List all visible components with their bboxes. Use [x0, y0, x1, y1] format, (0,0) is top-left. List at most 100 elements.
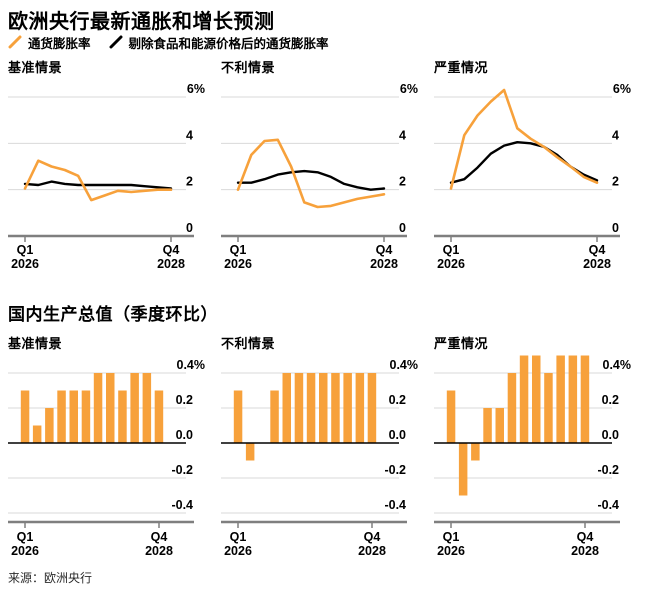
svg-text:Q4: Q4 — [151, 530, 168, 544]
gdp-bar — [483, 408, 492, 443]
svg-text:Q4: Q4 — [577, 530, 594, 544]
svg-text:-0.2: -0.2 — [597, 463, 619, 477]
svg-text:2028: 2028 — [145, 544, 173, 558]
gdp-bar — [306, 373, 316, 443]
gdp-bar — [233, 390, 243, 443]
gdp-bar — [319, 373, 328, 443]
core-inflation-line — [23, 180, 173, 190]
svg-text:-0.4: -0.4 — [384, 498, 406, 512]
gdp-bar — [45, 408, 54, 443]
chart-title: 严重情况 — [434, 60, 489, 75]
legend-item-inflation: 通货膨胀率 — [8, 33, 91, 52]
gdp-bar — [294, 373, 304, 443]
gdp-bar — [532, 355, 541, 443]
svg-text:4: 4 — [612, 128, 619, 142]
gdp-bar — [519, 355, 529, 443]
svg-text:Q1: Q1 — [17, 530, 34, 544]
svg-text:6%: 6% — [613, 82, 631, 96]
core-inflation-line — [449, 141, 599, 184]
svg-text:4: 4 — [186, 128, 193, 142]
svg-text:2026: 2026 — [437, 257, 465, 271]
svg-text:2028: 2028 — [358, 544, 386, 558]
svg-text:Q4: Q4 — [589, 243, 606, 257]
legend-item-core-inflation: 剔除食品和能源价格后的通货膨胀率 — [109, 33, 329, 52]
gdp-bar — [106, 373, 115, 443]
svg-text:-0.2: -0.2 — [384, 463, 406, 477]
inflation-chart-baseline: 基准情景 6% 4 2 0 Q1 2026 Q4 2028 — [8, 57, 221, 275]
svg-text:2026: 2026 — [224, 257, 252, 271]
inflation-line — [449, 88, 599, 190]
gdp-bar — [331, 373, 340, 443]
svg-text:4: 4 — [399, 128, 406, 142]
svg-text:6%: 6% — [187, 82, 205, 96]
svg-text:2026: 2026 — [437, 544, 465, 558]
gdp-bar — [32, 425, 42, 443]
gdp-bar — [556, 355, 565, 443]
gdp-bar — [580, 355, 590, 443]
svg-text:2026: 2026 — [224, 544, 252, 558]
chart-title: 严重情况 — [434, 336, 489, 351]
gdp-bar — [507, 373, 517, 443]
gdp-bar — [20, 390, 30, 443]
svg-text:2: 2 — [186, 175, 193, 189]
svg-text:2028: 2028 — [583, 257, 611, 271]
legend: 通货膨胀率 剔除食品和能源价格后的通货膨胀率 — [8, 33, 329, 52]
svg-text:0.0: 0.0 — [389, 428, 406, 442]
gdp-bar — [118, 390, 127, 443]
gdp-bar — [57, 390, 66, 443]
core-inflation-line — [236, 169, 386, 191]
gdp-chart-adverse: 不利情景 0.4% 0.2 0.0 -0.2 -0.4 Q1 2026 Q4 2028 — [221, 333, 434, 567]
gdp-bar — [81, 390, 91, 443]
svg-text:-0.4: -0.4 — [171, 498, 193, 512]
inflation-chart-severe: 严重情况 6% 4 2 0 Q1 2026 Q4 2028 — [434, 57, 647, 275]
gdp-bar — [458, 443, 468, 496]
svg-text:2028: 2028 — [571, 544, 599, 558]
svg-text:0.0: 0.0 — [602, 428, 619, 442]
legend-label-core-inflation: 剔除食品和能源价格后的通货膨胀率 — [128, 37, 329, 51]
svg-text:0.0: 0.0 — [176, 428, 193, 442]
page-title: 欧洲央行最新通胀和增长预测 — [8, 11, 275, 33]
svg-text:0: 0 — [399, 221, 406, 235]
chart-title: 不利情景 — [221, 60, 276, 75]
svg-text:Q1: Q1 — [230, 243, 247, 257]
svg-text:0: 0 — [612, 221, 619, 235]
svg-text:2028: 2028 — [370, 257, 398, 271]
svg-text:Q1: Q1 — [17, 243, 34, 257]
svg-text:0.2: 0.2 — [602, 393, 619, 407]
chart-title: 不利情景 — [221, 336, 276, 351]
gdp-bar — [270, 390, 279, 443]
svg-text:-0.4: -0.4 — [597, 498, 619, 512]
gdp-bar — [69, 390, 78, 443]
svg-text:Q4: Q4 — [163, 243, 180, 257]
svg-text:2: 2 — [612, 175, 619, 189]
svg-text:2026: 2026 — [11, 544, 39, 558]
inflation-line — [236, 138, 386, 209]
inflation-line-icon — [8, 35, 22, 49]
gdp-bar — [282, 373, 291, 443]
svg-text:0.4%: 0.4% — [603, 358, 632, 372]
svg-text:Q1: Q1 — [443, 243, 460, 257]
gdp-bar — [343, 373, 352, 443]
svg-text:Q1: Q1 — [443, 530, 460, 544]
svg-text:2: 2 — [399, 175, 406, 189]
inflation-chart-adverse: 不利情景 6% 4 2 0 Q1 2026 Q4 2028 — [221, 57, 434, 275]
core-inflation-line-icon — [109, 35, 123, 49]
svg-text:0.4%: 0.4% — [390, 358, 419, 372]
source-credit: 来源：欧洲央行 — [8, 571, 93, 585]
chart-title: 基准情景 — [8, 60, 63, 75]
gdp-bar — [568, 355, 578, 443]
svg-text:-0.2: -0.2 — [171, 463, 193, 477]
gdp-bar — [142, 373, 152, 443]
chart-title: 基准情景 — [8, 336, 63, 351]
svg-text:0: 0 — [186, 221, 193, 235]
svg-text:Q4: Q4 — [364, 530, 381, 544]
gdp-bar — [471, 443, 480, 461]
legend-label-inflation: 通货膨胀率 — [28, 37, 91, 51]
gdp-bar — [446, 390, 456, 443]
